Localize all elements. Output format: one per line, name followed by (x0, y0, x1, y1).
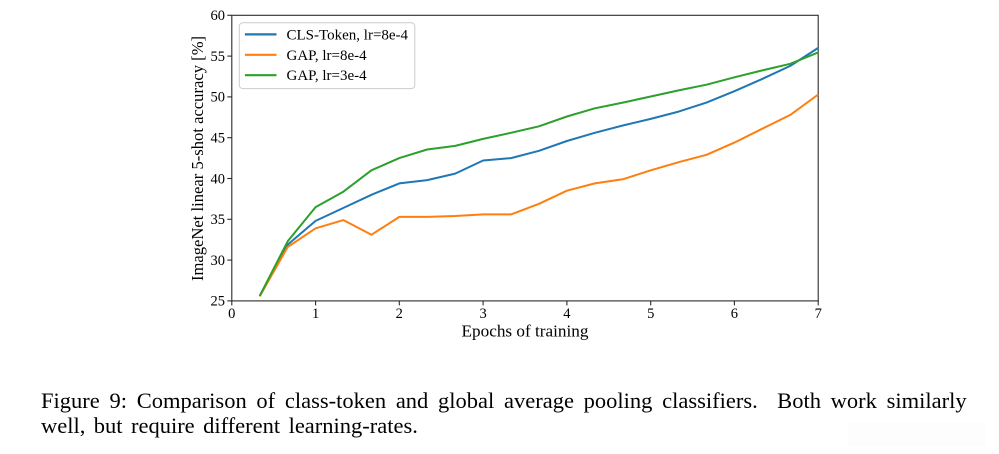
svg-text:60: 60 (211, 8, 226, 24)
svg-text:GAP, lr=8e-4: GAP, lr=8e-4 (287, 48, 368, 64)
svg-text:55: 55 (211, 49, 226, 65)
svg-text:ImageNet linear 5-shot accurac: ImageNet linear 5-shot accuracy [%] (188, 36, 207, 281)
svg-text:CLS-Token, lr=8e-4: CLS-Token, lr=8e-4 (287, 27, 409, 43)
svg-text:2: 2 (396, 306, 403, 322)
svg-text:GAP, lr=3e-4: GAP, lr=3e-4 (287, 68, 368, 84)
svg-text:0: 0 (228, 306, 235, 322)
svg-text:40: 40 (211, 171, 226, 187)
svg-text:Epochs of training: Epochs of training (462, 322, 589, 341)
svg-text:4: 4 (563, 306, 571, 322)
svg-text:35: 35 (211, 212, 226, 228)
svg-text:7: 7 (815, 306, 822, 322)
svg-text:30: 30 (211, 253, 226, 269)
svg-text:25: 25 (211, 294, 226, 310)
svg-text:50: 50 (211, 90, 226, 106)
svg-text:1: 1 (312, 306, 319, 322)
svg-text:45: 45 (211, 131, 226, 147)
svg-text:5: 5 (647, 306, 654, 322)
svg-text:3: 3 (479, 306, 486, 322)
svg-text:6: 6 (731, 306, 738, 322)
